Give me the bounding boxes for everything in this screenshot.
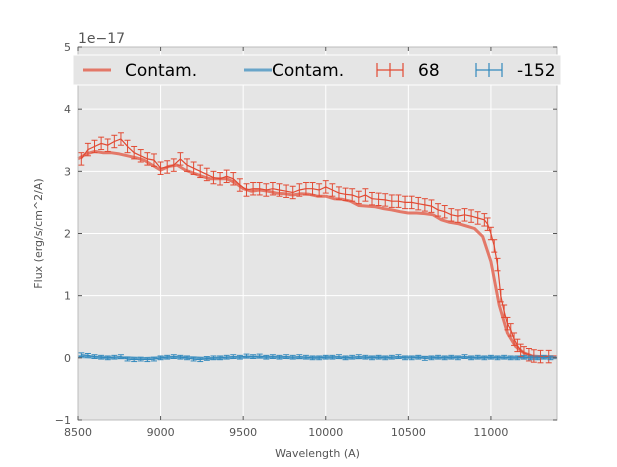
y-tick-label: 5	[64, 41, 71, 54]
x-tick-label: 9000	[147, 426, 175, 439]
y-axis-label: Flux (erg/s/cm^2/A)	[32, 178, 45, 288]
legend-label-68: 68	[418, 61, 440, 81]
y-tick-label: 2	[64, 228, 71, 241]
y-tick-label: 4	[64, 103, 71, 116]
y-tick-label: −1	[55, 414, 71, 427]
x-tick-label: 8500	[64, 426, 92, 439]
errorbar-connector	[81, 354, 551, 361]
legend-errorbar-152	[475, 63, 503, 77]
y-tick-label: 3	[64, 165, 71, 178]
legend-label-contam-red: Contam.	[125, 61, 197, 81]
y-tick-label: 1	[64, 290, 71, 303]
y-offset-label: 1e−17	[78, 31, 125, 47]
x-tick-label: 11000	[473, 426, 508, 439]
x-tick-labels: 8500 9000 9500 10000 10500 11000	[64, 47, 508, 439]
legend-label-contam-blue: Contam.	[272, 61, 344, 81]
errorbar-connector	[80, 138, 549, 358]
x-tick-label: 9500	[229, 426, 257, 439]
legend-label-152: -152	[517, 61, 556, 81]
series-layer	[77, 132, 557, 364]
legend-errorbar-68	[376, 63, 404, 77]
x-tick-label: 10500	[391, 426, 426, 439]
x-tick-label: 10000	[308, 426, 343, 439]
errorbar-series-2	[78, 132, 552, 364]
legend: Contam. Contam. 68 -152	[72, 54, 562, 86]
errorbar-series-3	[78, 352, 554, 363]
x-axis-label: Wavelength (A)	[275, 447, 360, 460]
y-tick-label: 0	[64, 352, 71, 365]
y-tick-labels: −1 0 1 2 3 4 5	[55, 41, 557, 427]
